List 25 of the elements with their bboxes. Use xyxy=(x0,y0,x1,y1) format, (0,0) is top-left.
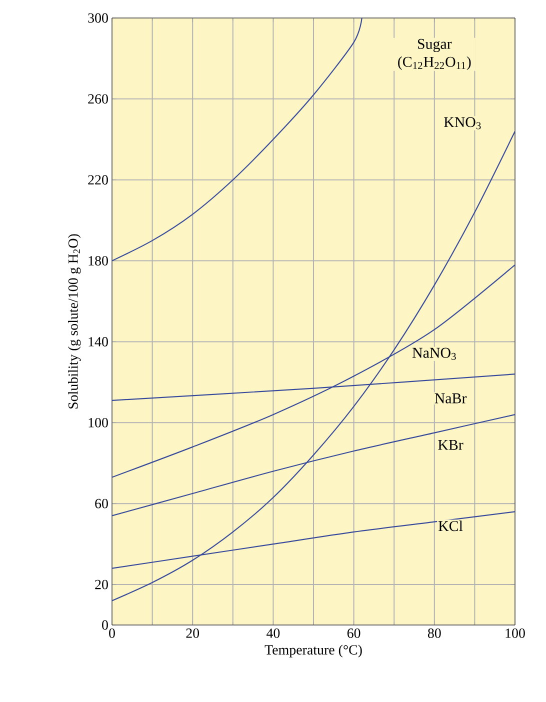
y-tick-label: 20 xyxy=(95,580,108,590)
line-series xyxy=(112,18,362,262)
series-label: KCl xyxy=(438,520,463,532)
y-tick-label: 100 xyxy=(88,418,108,428)
x-tick-label: 100 xyxy=(506,628,525,638)
x-tick-label: 60 xyxy=(347,628,360,638)
y-tick-label: 260 xyxy=(88,94,108,104)
series-label: NaBr xyxy=(434,393,467,404)
x-tick-label: 40 xyxy=(266,628,280,638)
text: KNO$_{3}$ xyxy=(444,117,481,130)
y-tick-label: 140 xyxy=(88,337,108,346)
y-tick-label: 220 xyxy=(88,175,108,185)
y-tick-label: 0 xyxy=(102,620,108,630)
y-tick-label: 180 xyxy=(88,256,108,266)
x-tick-label: 80 xyxy=(428,628,441,638)
y-axis-title: Solubility (g solute/100 g H$_{2}$O) xyxy=(68,234,81,408)
y-tick-label: 60 xyxy=(95,498,108,508)
text: Sugar (C$_{12}$H$_{22}$O$_{11}$) xyxy=(398,38,471,70)
x-tick-label: 20 xyxy=(186,628,200,638)
series-label: NaNO$_{3}$ xyxy=(412,348,456,360)
x-tick-label: 0 xyxy=(109,628,115,638)
series-label: KBr xyxy=(438,440,464,450)
y-tick-label: 300 xyxy=(88,13,108,23)
line-series xyxy=(112,130,516,602)
x-axis-title: Temperature (°C) xyxy=(264,644,362,658)
